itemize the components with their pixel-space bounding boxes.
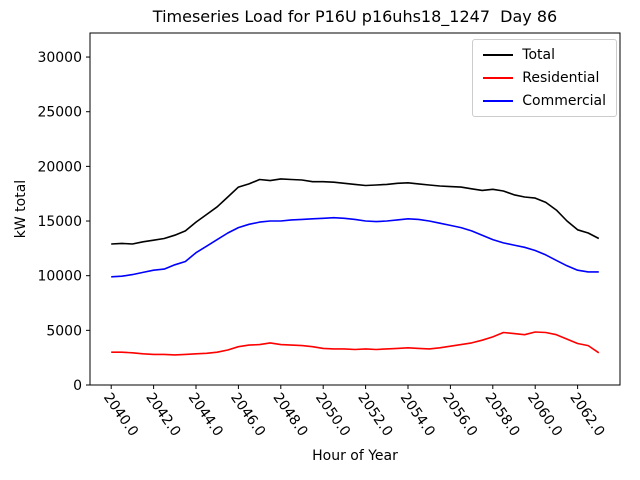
chart-title: Timeseries Load for P16U p16uhs18_1247 D… [152,7,558,26]
svg-text:2058.0: 2058.0 [482,390,523,439]
residential-line-swatch [483,77,514,79]
svg-text:10000: 10000 [37,269,82,285]
legend-item-commercial: Commercial [483,93,606,109]
svg-text:30000: 30000 [37,50,82,66]
svg-text:2060.0: 2060.0 [524,390,565,439]
svg-text:25000: 25000 [37,105,82,121]
svg-text:2046.0: 2046.0 [227,390,268,439]
commercial-line-swatch [483,100,514,102]
total-line-swatch [483,54,514,56]
svg-text:2044.0: 2044.0 [185,390,226,439]
legend-label-residential: Residential [522,70,600,86]
svg-text:2052.0: 2052.0 [354,390,395,439]
svg-text:15000: 15000 [37,214,82,230]
legend-item-total: Total [483,47,606,63]
svg-text:2040.0: 2040.0 [100,390,141,439]
y-axis-label: kW total [13,179,29,239]
x-axis-label: Hour of Year [312,448,398,464]
svg-text:2062.0: 2062.0 [566,390,607,439]
svg-text:20000: 20000 [37,159,82,175]
svg-text:2042.0: 2042.0 [142,390,183,439]
svg-text:2056.0: 2056.0 [439,390,480,439]
svg-text:5000: 5000 [46,323,82,339]
svg-text:0: 0 [73,378,82,394]
legend-item-residential: Residential [483,70,606,86]
svg-text:2048.0: 2048.0 [270,390,311,439]
svg-text:2050.0: 2050.0 [312,390,353,439]
legend: Total Residential Commercial [472,39,617,117]
legend-label-total: Total [522,47,555,63]
svg-text:2054.0: 2054.0 [397,390,438,439]
legend-label-commercial: Commercial [522,93,606,109]
